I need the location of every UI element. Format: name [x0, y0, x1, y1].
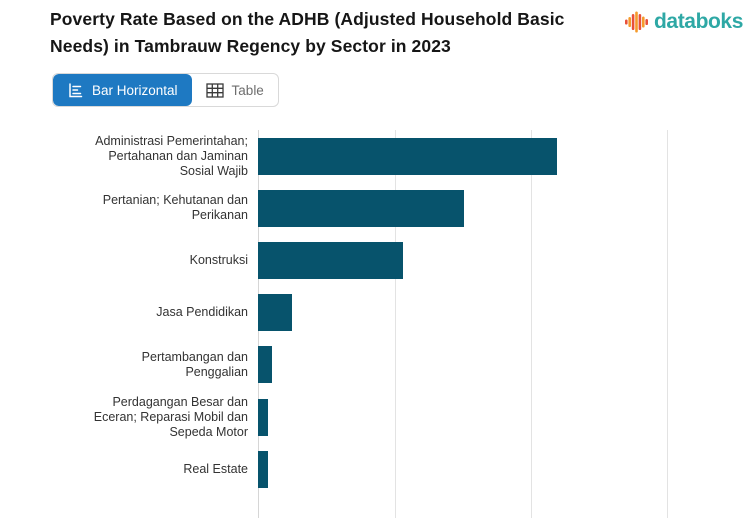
bar-row: Pertanian; Kehutanan dan Perikanan: [0, 182, 753, 234]
table-button[interactable]: Table: [191, 74, 278, 106]
bar-row: Pertambangan dan Penggalian: [0, 339, 753, 391]
bar-track: [258, 346, 753, 384]
bar-chart: Administrasi Pemerintahan; Pertahanan dan…: [0, 130, 753, 518]
databoks-logo: databoks: [625, 10, 743, 34]
table-button-label: Table: [231, 82, 264, 98]
bar-horizontal-button-label: Bar Horizontal: [92, 82, 178, 98]
gridline: [531, 130, 533, 518]
bar-row: Real Estate: [0, 443, 753, 495]
category-label: Pertambangan dan Penggalian: [141, 349, 248, 379]
bar-row: Jasa Pendidikan: [0, 287, 753, 339]
category-label: Pertanian; Kehutanan dan Perikanan: [102, 193, 248, 223]
bar-horizontal-chart-icon: [67, 82, 84, 99]
view-toggle-group: Bar Horizontal Table: [52, 73, 279, 107]
gridline: [667, 130, 669, 518]
bar-row: Konstruksi: [0, 234, 753, 286]
bar[interactable]: [258, 189, 464, 227]
gridline: [395, 130, 397, 518]
databoks-wordmark: databoks: [654, 10, 743, 33]
bar-track: [258, 294, 753, 332]
chart-rows: Administrasi Pemerintahan; Pertahanan dan…: [0, 130, 753, 495]
bar[interactable]: [258, 450, 268, 488]
page-title: Poverty Rate Based on the ADHB (Adjusted…: [50, 9, 565, 56]
category-label: Real Estate: [183, 461, 248, 476]
category-label: Konstruksi: [189, 252, 248, 267]
bar-track: [258, 450, 753, 488]
bar-row: Administrasi Pemerintahan; Pertahanan dan…: [0, 130, 753, 182]
category-label: Perdagangan Besar dan Eceran; Reparasi Mo…: [93, 394, 248, 439]
category-label: Jasa Pendidikan: [156, 305, 248, 320]
bar[interactable]: [258, 137, 557, 175]
bar[interactable]: [258, 398, 269, 436]
bar-track: [258, 189, 753, 227]
table-icon: [205, 82, 224, 98]
bar[interactable]: [258, 346, 272, 384]
bar-track: [258, 137, 753, 175]
bar[interactable]: [258, 241, 403, 279]
bar[interactable]: [258, 294, 293, 332]
category-label: Administrasi Pemerintahan; Pertahanan dan…: [95, 133, 248, 178]
bar-track: [258, 241, 753, 279]
bar-horizontal-button[interactable]: Bar Horizontal: [53, 74, 192, 106]
databoks-logo-icon: [625, 11, 648, 33]
bar-track: [258, 398, 753, 436]
header: Poverty Rate Based on the ADHB (Adjusted…: [0, 0, 753, 60]
bar-row: Perdagangan Besar dan Eceran; Reparasi Mo…: [0, 391, 753, 443]
